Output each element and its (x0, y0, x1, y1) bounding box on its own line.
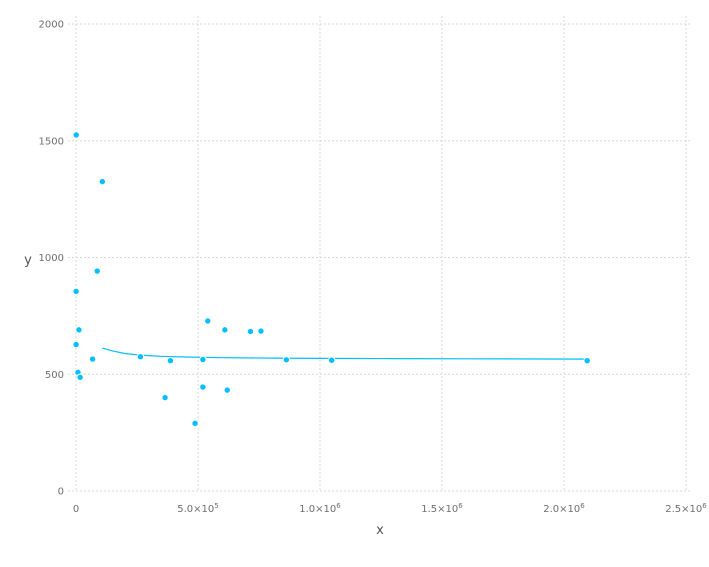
tick-labels: 0 5.0×105 1.0×106 1.5×106 2.0×106 2.5×1060500… (39, 20, 708, 516)
data-point (221, 326, 229, 334)
y-tick-label: 1500 (39, 136, 64, 147)
y-tick-label: 0 (58, 487, 64, 498)
data-point (72, 131, 80, 139)
x-tick-mantissa: 2.5×10 (665, 504, 702, 515)
data-point (246, 327, 255, 336)
data-point (98, 177, 107, 186)
y-tick-label: 500 (45, 370, 64, 381)
data-point (199, 355, 207, 364)
x-tick-exponent: 6 (702, 502, 707, 510)
data-point (328, 356, 336, 364)
x-tick-label: 2.0×106 (543, 502, 585, 515)
data-point (191, 419, 199, 427)
data-point (93, 267, 101, 275)
data-point (88, 355, 97, 363)
data-point (166, 357, 175, 365)
data-point (72, 287, 80, 296)
x-tick-mantissa: 2.0×10 (543, 504, 580, 515)
data-point (161, 393, 169, 402)
x-tick-exponent: 6 (458, 502, 463, 510)
y-tick-label: 2000 (39, 20, 64, 31)
x-tick-label: 1.5×106 (421, 502, 463, 515)
y-tick-label: 1000 (39, 253, 64, 264)
x-tick-mantissa: 5.0×10 (177, 504, 214, 515)
x-axis-label: x (376, 523, 384, 538)
grid-layer (68, 16, 692, 492)
x-tick-exponent: 6 (336, 502, 341, 510)
x-tick-exponent: 6 (580, 502, 585, 510)
data-point (72, 340, 80, 349)
data-point (282, 356, 291, 364)
fit-line-layer (102, 347, 588, 360)
x-tick-mantissa: 1.5×10 (421, 504, 458, 515)
y-axis-label: y (24, 253, 32, 268)
data-point (583, 357, 591, 365)
x-tick-label: 0 (73, 504, 79, 515)
data-point (75, 326, 83, 334)
data-point (257, 327, 265, 335)
x-tick-label: 5.0×105 (177, 502, 218, 515)
data-point (136, 353, 145, 361)
x-tick-exponent: 5 (214, 502, 218, 510)
x-tick-label: 1.0×106 (299, 502, 341, 515)
data-points (72, 131, 591, 427)
data-point (204, 317, 212, 325)
data-point (223, 386, 231, 394)
data-point (199, 383, 207, 391)
x-tick-mantissa: 1.0×10 (299, 504, 336, 515)
x-tick-label: 2.5×106 (665, 502, 707, 515)
data-point (76, 373, 84, 381)
trend-line (102, 347, 588, 360)
